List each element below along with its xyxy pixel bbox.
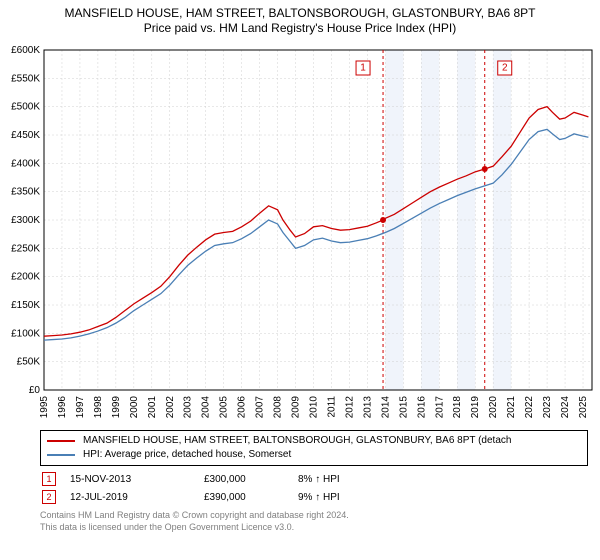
- svg-text:2002: 2002: [165, 396, 176, 419]
- svg-text:2017: 2017: [434, 396, 445, 419]
- svg-text:2005: 2005: [219, 396, 230, 419]
- sale-price-1: £300,000: [204, 474, 284, 485]
- attribution-line-1: Contains HM Land Registry data © Crown c…: [40, 510, 588, 522]
- sale-row-1: 1 15-NOV-2013 £300,000 8% ↑ HPI: [40, 472, 588, 486]
- svg-text:2012: 2012: [344, 396, 355, 419]
- svg-text:£0: £0: [29, 385, 41, 396]
- svg-text:£550K: £550K: [11, 73, 40, 84]
- svg-text:£50K: £50K: [17, 357, 41, 368]
- title-line-1: MANSFIELD HOUSE, HAM STREET, BALTONSBORO…: [0, 6, 600, 21]
- svg-text:1995: 1995: [39, 396, 50, 419]
- legend-swatch-1: [47, 440, 75, 442]
- sale-diff-2: 9% ↑ HPI: [298, 492, 378, 503]
- svg-text:£200K: £200K: [11, 272, 40, 283]
- sale-row-2: 2 12-JUL-2019 £390,000 9% ↑ HPI: [40, 490, 588, 504]
- svg-text:£300K: £300K: [11, 215, 40, 226]
- svg-text:2: 2: [502, 63, 508, 74]
- sale-marker-2: 2: [42, 490, 56, 504]
- legend-row-1: MANSFIELD HOUSE, HAM STREET, BALTONSBORO…: [47, 434, 581, 448]
- title-block: MANSFIELD HOUSE, HAM STREET, BALTONSBORO…: [0, 0, 600, 36]
- svg-text:2025: 2025: [578, 396, 589, 419]
- svg-text:2004: 2004: [201, 396, 212, 419]
- svg-text:2023: 2023: [542, 396, 553, 419]
- sale-date-2: 12-JUL-2019: [70, 492, 190, 503]
- svg-text:£450K: £450K: [11, 130, 40, 141]
- legend-and-footer: MANSFIELD HOUSE, HAM STREET, BALTONSBORO…: [40, 430, 588, 533]
- svg-text:£150K: £150K: [11, 300, 40, 311]
- chart-svg: £0 £50K £100K £150K £200K £250K £300K £350K £400…: [0, 42, 600, 424]
- svg-text:2003: 2003: [183, 396, 194, 419]
- svg-text:2022: 2022: [524, 396, 535, 419]
- svg-text:2009: 2009: [291, 396, 302, 419]
- svg-text:£400K: £400K: [11, 158, 40, 169]
- svg-text:2024: 2024: [560, 396, 571, 419]
- svg-text:2019: 2019: [470, 396, 481, 419]
- svg-text:£600K: £600K: [11, 45, 40, 56]
- chart-area: £0 £50K £100K £150K £200K £250K £300K £350K £400…: [0, 42, 600, 424]
- svg-text:2014: 2014: [380, 396, 391, 419]
- svg-text:2001: 2001: [147, 396, 158, 419]
- chart-container: MANSFIELD HOUSE, HAM STREET, BALTONSBORO…: [0, 0, 600, 560]
- svg-text:1999: 1999: [111, 396, 122, 419]
- svg-text:2021: 2021: [506, 396, 517, 419]
- svg-text:2013: 2013: [362, 396, 373, 419]
- legend-text-1: MANSFIELD HOUSE, HAM STREET, BALTONSBORO…: [83, 434, 511, 448]
- svg-text:2016: 2016: [416, 396, 427, 419]
- legend-text-2: HPI: Average price, detached house, Some…: [83, 448, 291, 462]
- svg-text:2010: 2010: [309, 396, 320, 419]
- svg-text:2000: 2000: [129, 396, 140, 419]
- attribution-line-2: This data is licensed under the Open Gov…: [40, 522, 588, 534]
- svg-text:£250K: £250K: [11, 243, 40, 254]
- attribution: Contains HM Land Registry data © Crown c…: [40, 510, 588, 533]
- svg-text:1998: 1998: [93, 396, 104, 419]
- legend-box: MANSFIELD HOUSE, HAM STREET, BALTONSBORO…: [40, 430, 588, 466]
- sale-price-2: £390,000: [204, 492, 284, 503]
- svg-text:2007: 2007: [255, 396, 266, 419]
- svg-text:2018: 2018: [452, 396, 463, 419]
- svg-text:1996: 1996: [57, 396, 68, 419]
- sale-diff-1: 8% ↑ HPI: [298, 474, 378, 485]
- svg-text:£500K: £500K: [11, 102, 40, 113]
- svg-text:2011: 2011: [326, 396, 337, 418]
- sales-block: 1 15-NOV-2013 £300,000 8% ↑ HPI 2 12-JUL…: [40, 472, 588, 504]
- title-line-2: Price paid vs. HM Land Registry's House …: [0, 21, 600, 36]
- sale-date-1: 15-NOV-2013: [70, 474, 190, 485]
- svg-text:2006: 2006: [237, 396, 248, 419]
- svg-text:2008: 2008: [273, 396, 284, 419]
- sale-marker-1: 1: [42, 472, 56, 486]
- svg-text:2020: 2020: [488, 396, 499, 419]
- svg-text:1997: 1997: [75, 396, 86, 419]
- legend-swatch-2: [47, 454, 75, 456]
- svg-text:2015: 2015: [398, 396, 409, 419]
- legend-row-2: HPI: Average price, detached house, Some…: [47, 448, 581, 462]
- svg-text:£100K: £100K: [11, 328, 40, 339]
- svg-text:1: 1: [360, 63, 366, 74]
- svg-text:£350K: £350K: [11, 187, 40, 198]
